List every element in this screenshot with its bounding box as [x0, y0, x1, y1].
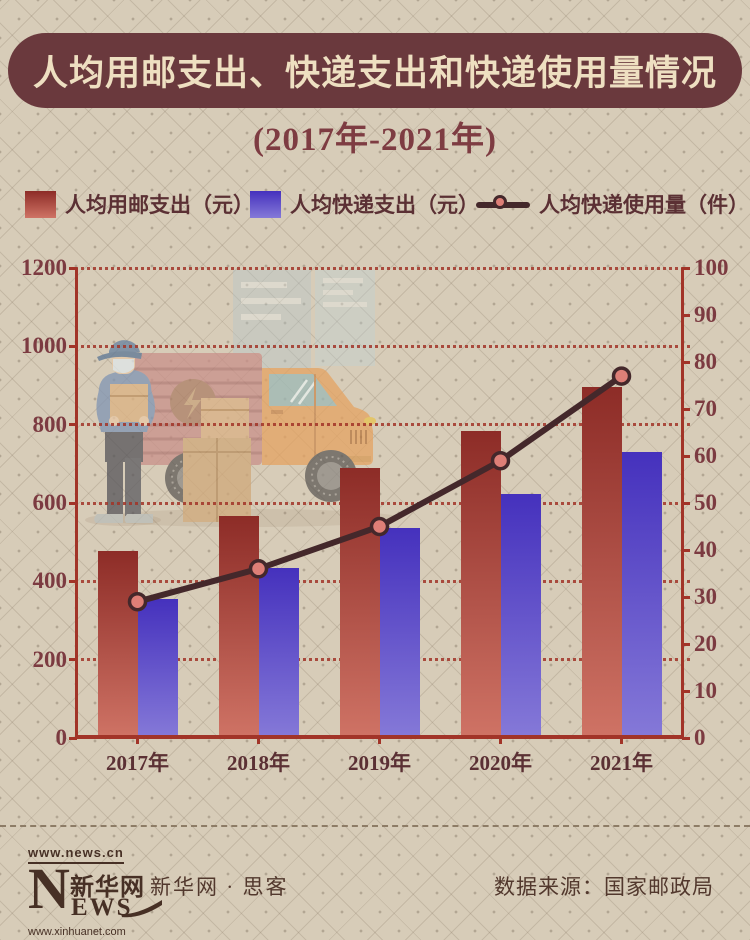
left-axis-tick [69, 423, 77, 427]
right-axis-tick-label: 70 [694, 396, 717, 421]
express-expense-bar [621, 452, 662, 738]
postal-expense-swatch-icon [25, 190, 56, 218]
left-axis-tick-label: 400 [32, 568, 68, 594]
x-axis-tick [620, 739, 623, 744]
gridline [69, 344, 690, 348]
left-axis-tick [69, 579, 77, 583]
express-expense-swatch-icon [250, 190, 281, 218]
gridline [69, 266, 690, 270]
right-axis-tick-label: 0 [694, 725, 706, 750]
postal-expense-bar [97, 551, 138, 738]
line-sample-dot [493, 194, 507, 209]
right-axis-tick [682, 407, 690, 411]
x-axis-tick [378, 739, 381, 744]
left-axis-tick [69, 266, 77, 270]
right-axis-tick [682, 266, 690, 270]
x-axis-label: 2017年 [106, 751, 169, 775]
left-axis-tick [69, 501, 77, 505]
x-axis-label: 2021年 [590, 751, 653, 775]
left-axis-tick-label: 800 [32, 411, 68, 437]
right-axis-tick-label: 30 [694, 584, 717, 609]
title-banner: 人均用邮支出、快递支出和快递使用量情况 [8, 33, 742, 108]
right-axis-tick [682, 501, 690, 505]
postal-expense-bar [460, 431, 501, 738]
right-axis-tick [682, 360, 690, 364]
x-axis-tick [499, 739, 502, 744]
right-axis-tick [682, 642, 690, 646]
xinhuanet-logo: www.news.cn N 新华网 EWS www.xinhuanet.com [28, 844, 162, 938]
logo-url-bottom: www.xinhuanet.com [28, 926, 126, 938]
logo-url-top: www.news.cn [28, 845, 124, 864]
express-expense-bar [258, 568, 299, 738]
bottom-axis-line [75, 735, 684, 739]
usage-data-point [248, 559, 269, 579]
right-axis-tick-label: 90 [694, 302, 717, 327]
legend-label-express-usage: 人均快递使用量（件） [539, 193, 749, 217]
x-axis-label: 2018年 [227, 751, 290, 775]
logo-letter-n: N [28, 856, 70, 921]
left-axis-line [75, 268, 78, 738]
gridline [69, 423, 690, 427]
right-axis-tick [682, 313, 690, 317]
usage-line [134, 373, 625, 605]
right-axis-tick-label: 40 [694, 537, 717, 562]
logo-chinese-name: 新华网 [70, 875, 145, 901]
line-marker-icon [476, 191, 530, 218]
postal-expense-bar [339, 467, 380, 738]
postal-expense-bar [581, 387, 622, 738]
data-source: 数据来源：国家邮政局 [494, 875, 714, 899]
express-expense-bar [379, 528, 420, 738]
express-expense-bar [137, 598, 178, 738]
x-axis-label: 2019年 [348, 751, 411, 775]
footer-divider [0, 825, 750, 827]
logo-letters-ews: EWS [71, 894, 133, 921]
postal-expense-bar [218, 516, 259, 738]
logo-swoosh-icon [121, 900, 162, 918]
usage-line-series [127, 366, 632, 612]
right-axis-tick-label: 100 [694, 255, 729, 280]
left-axis-tick-label: 1200 [21, 255, 67, 280]
cardboard-boxes [183, 398, 251, 522]
usage-data-point [611, 366, 632, 386]
legend: 人均用邮支出（元） 人均快递支出（元） 人均快递使用量（件） [0, 190, 750, 220]
legend-item-express-usage: 人均快递使用量（件） [476, 190, 749, 218]
legend-label-express-expense: 人均快递支出（元） [290, 193, 479, 217]
logo-main: N 新华网 EWS [28, 860, 162, 924]
right-axis-tick-label: 80 [694, 349, 717, 374]
legend-item-express-expense: 人均快递支出（元） [250, 190, 479, 218]
right-axis-tick-label: 10 [694, 678, 717, 703]
left-axis-tick [69, 344, 77, 348]
subtitle: (2017年-2021年) [253, 122, 497, 158]
page-title: 人均用邮支出、快递支出和快递使用量情况 [32, 54, 717, 93]
right-axis-tick [682, 454, 690, 458]
legend-item-postal-expense: 人均用邮支出（元） [25, 190, 254, 218]
right-axis-tick-label: 20 [694, 631, 717, 656]
right-axis-tick [682, 736, 690, 740]
left-axis-tick-label: 600 [32, 490, 68, 515]
x-axis-tick [136, 739, 139, 744]
legend-label-postal-expense: 人均用邮支出（元） [65, 193, 254, 217]
express-expense-bar [500, 493, 541, 738]
right-axis-tick [682, 548, 690, 552]
left-axis-tick [69, 658, 77, 662]
footer-brand: 新华网 · 思客 [150, 875, 289, 899]
right-axis-line [681, 268, 684, 738]
left-axis-tick-label: 200 [32, 646, 68, 672]
chart-plot-area: 0 200 400 600 800 1000 1200 0 10 20 30 40 50 60 70 80 90… [21, 255, 729, 775]
gridline [69, 501, 690, 505]
usage-data-point [490, 450, 511, 471]
left-axis-tick-label: 1000 [21, 333, 67, 359]
left-axis-tick-label: 0 [55, 725, 68, 750]
usage-data-point [369, 516, 390, 537]
left-axis-tick [69, 736, 77, 740]
right-axis-tick-label: 60 [694, 443, 717, 468]
right-axis-tick [682, 689, 690, 693]
x-axis-tick [257, 739, 260, 744]
right-axis-tick-label: 50 [694, 490, 717, 515]
right-axis-tick [682, 595, 690, 599]
usage-data-point [127, 591, 148, 612]
x-axis-label: 2020年 [469, 751, 532, 775]
